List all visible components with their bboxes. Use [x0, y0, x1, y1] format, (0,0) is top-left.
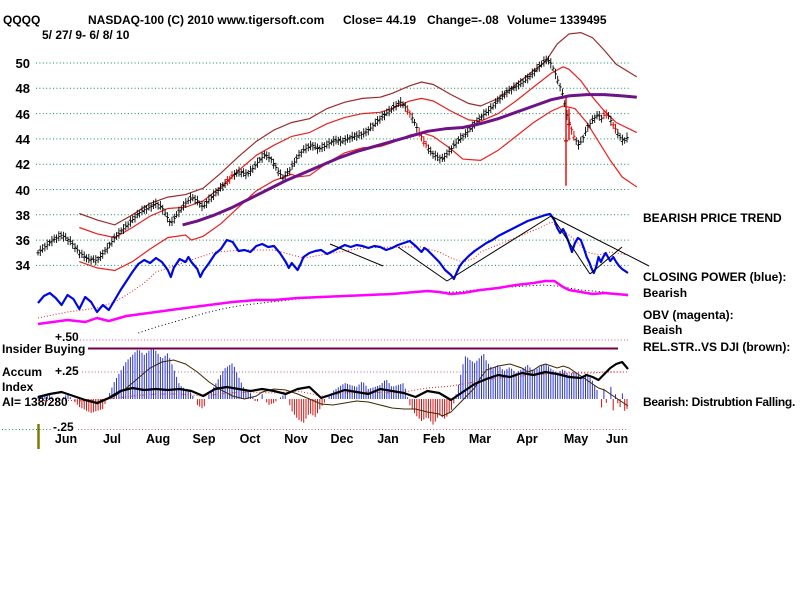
- upper-band-inner: [79, 66, 638, 239]
- chart-title: NASDAQ-100 (C) 2010 www.tigersoft.com: [88, 13, 325, 27]
- month-label: Apr: [516, 432, 538, 446]
- month-label: Jun: [606, 432, 628, 446]
- date-range: 5/ 27/ 9- 6/ 8/ 10: [42, 28, 130, 42]
- cp-trendline: [552, 217, 591, 275]
- plus50-label: +.50: [55, 330, 79, 344]
- accum-label-2: Index: [2, 380, 34, 394]
- price-tick-label: 48: [15, 81, 30, 97]
- price-tick-label: 36: [15, 233, 30, 249]
- price-tick-label: 44: [15, 131, 30, 147]
- obv-title: OBV (magenta):: [643, 308, 734, 322]
- price-tick-label: 34: [15, 258, 30, 274]
- price-tick-label: 50: [15, 56, 30, 71]
- flash-crash-bar: [567, 108, 571, 141]
- cp-trendline: [397, 246, 448, 282]
- accum-label-1: Accum: [2, 365, 43, 379]
- price-tick-label: 40: [15, 182, 30, 198]
- closing-power-line: [37, 212, 629, 314]
- change-value: Change=-.08: [427, 13, 499, 27]
- cp-trendline: [446, 215, 552, 282]
- accum-index-line: [37, 360, 629, 405]
- closing-power-status: Bearish: [643, 286, 688, 300]
- rel-strength-line: [96, 359, 629, 417]
- cp-trendline: [550, 215, 650, 267]
- close-value: Close= 44.19: [343, 13, 417, 27]
- price-bars: [36, 55, 629, 266]
- obv-status: Beaish: [643, 323, 683, 337]
- obv-dotted-line: [138, 284, 629, 334]
- rel-strength-title: REL.STR..VS DJI (brown):: [643, 340, 791, 354]
- price-tick-label: 38: [15, 207, 30, 223]
- ticker-symbol: QQQQ: [3, 13, 41, 27]
- month-label: Mar: [469, 432, 491, 446]
- insider-buying-label: Insider Buying: [2, 342, 86, 356]
- plus25-label: +.25: [55, 364, 79, 378]
- obv-line: [37, 279, 629, 326]
- price-gridlines: [36, 62, 630, 266]
- price-bars-red: [225, 105, 618, 186]
- closing-power-title: CLOSING POWER (blue):: [643, 270, 787, 284]
- month-label: Sep: [193, 432, 216, 446]
- upper-band-outer: [79, 31, 638, 226]
- month-label: Oct: [240, 432, 262, 446]
- flash-crash-bar: [564, 95, 568, 186]
- month-label: May: [564, 432, 588, 446]
- distribution-note: Bearish: Distrubtion Falling.: [643, 395, 795, 409]
- accum-histogram-down: [56, 399, 628, 425]
- month-label: Dec: [331, 432, 354, 446]
- ai-value-label: AI= 138/280: [2, 395, 68, 409]
- month-label: Nov: [284, 432, 308, 446]
- cp-trendline: [329, 243, 384, 267]
- price-tick-label: 46: [15, 106, 30, 122]
- month-label: Aug: [146, 432, 170, 446]
- cp-dotted-line: [37, 221, 629, 319]
- month-label: Jun: [55, 432, 77, 446]
- ai-dotted-line: [37, 371, 628, 402]
- month-label: Feb: [423, 432, 446, 446]
- minus25-label: -.25: [53, 420, 74, 434]
- accum-histogram-up: [37, 347, 623, 399]
- cp-trendline: [589, 246, 623, 275]
- price-trend-annotation: BEARISH PRICE TREND: [643, 211, 782, 225]
- volume-value: Volume= 1339495: [507, 13, 607, 27]
- month-label: Jan: [377, 432, 399, 446]
- moving-average-line: [182, 93, 637, 227]
- price-tick-label: 42: [15, 157, 30, 173]
- month-label: Jul: [103, 432, 121, 446]
